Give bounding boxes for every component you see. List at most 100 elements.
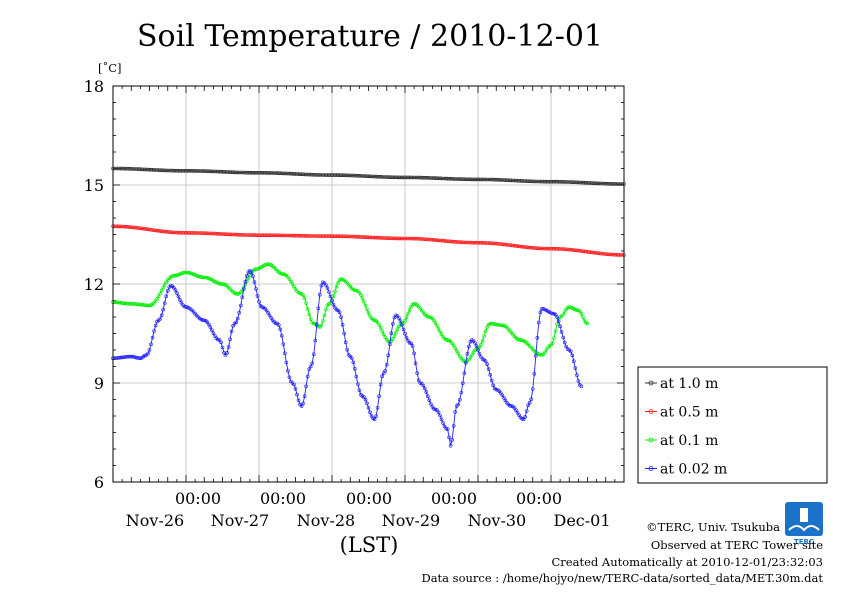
x-date-label: Nov-27: [211, 511, 269, 530]
data-point: [330, 298, 334, 303]
data-point: [162, 301, 167, 305]
data-point: [211, 331, 216, 336]
data-point: [477, 345, 482, 350]
legend-swatch-marker: [648, 409, 654, 414]
data-point: [450, 438, 454, 442]
data-point: [380, 329, 385, 333]
legend-item: at 0.02 m: [645, 462, 727, 478]
data-point: [451, 424, 456, 428]
logo-text: TERC: [794, 538, 814, 546]
data-point: [283, 351, 287, 356]
x-date-label: Nov-26: [126, 511, 184, 530]
data-point: [216, 281, 220, 285]
data-point: [178, 297, 182, 302]
data-point: [438, 413, 442, 418]
data-point: [356, 382, 360, 386]
data-point: [365, 401, 369, 406]
data-point: [319, 323, 324, 328]
data-point: [523, 415, 527, 419]
data-point: [357, 388, 362, 393]
data-point: [416, 378, 421, 383]
data-point: [302, 394, 307, 399]
y-tick-label: 18: [84, 77, 104, 96]
data-point: [316, 306, 321, 311]
data-point: [304, 301, 308, 305]
legend-label: at 0.02 m: [660, 462, 727, 478]
data-point: [467, 344, 471, 349]
data-point: [245, 273, 249, 278]
data-point: [339, 315, 343, 320]
x-date-label: Dec-01: [553, 511, 610, 530]
data-point: [439, 417, 444, 422]
data-point: [369, 414, 374, 418]
data-point: [390, 321, 395, 326]
series-4: [111, 268, 584, 448]
data-point: [470, 353, 474, 357]
data-point: [255, 294, 260, 298]
data-point: [520, 416, 524, 421]
data-point: [371, 317, 375, 322]
data-point: [556, 319, 561, 324]
data-point: [159, 313, 164, 318]
data-point: [143, 353, 147, 358]
data-point: [573, 366, 578, 370]
data-point: [424, 390, 429, 394]
data-point: [377, 322, 381, 327]
data-point: [530, 387, 535, 391]
series-layer: [111, 166, 626, 448]
data-point: [553, 329, 558, 333]
x-tick-labels: 00:00 00:00 00:00 00:00 00:00 Nov-26 Nov…: [126, 489, 611, 530]
data-point: [176, 294, 181, 299]
data-point: [415, 371, 420, 375]
data-point: [290, 282, 295, 286]
data-point: [527, 400, 532, 405]
data-point: [304, 384, 308, 389]
data-point: [401, 327, 406, 332]
data-point: [159, 288, 164, 293]
legend-swatch-marker: [648, 466, 654, 471]
data-point: [550, 311, 555, 316]
x-time-label: 00:00: [260, 489, 306, 508]
data-point: [568, 349, 573, 354]
data-point: [333, 289, 337, 294]
data-point: [352, 366, 357, 371]
data-point: [273, 321, 278, 326]
data-point: [564, 344, 569, 349]
data-point: [310, 361, 315, 366]
data-point: [286, 368, 290, 373]
data-point: [172, 285, 176, 290]
data-point: [207, 322, 211, 327]
data-point: [459, 390, 464, 395]
data-point: [292, 382, 296, 387]
data-point: [278, 327, 283, 332]
data-point: [403, 331, 407, 336]
footer: ©TERC, Univ. Tsukuba Observed at TERC To…: [421, 520, 823, 585]
legend-item: at 0.1 m: [645, 433, 718, 449]
data-point: [372, 417, 377, 422]
data-point: [406, 311, 410, 316]
data-point: [153, 323, 158, 328]
data-point: [254, 287, 258, 291]
data-point: [533, 353, 538, 358]
legend-swatch-marker: [648, 380, 654, 386]
data-point: [553, 312, 558, 317]
data-point: [397, 316, 401, 320]
data-point: [328, 294, 333, 299]
data-point: [438, 329, 442, 334]
data-point: [427, 315, 432, 319]
series-line: [112, 225, 624, 256]
data-point: [529, 397, 534, 402]
data-point: [488, 372, 493, 377]
data-point: [494, 387, 499, 392]
data-point: [239, 303, 243, 308]
data-point: [311, 352, 316, 357]
x-time-label: 00:00: [346, 489, 392, 508]
data-point: [279, 333, 284, 338]
data-point: [575, 373, 579, 377]
data-point: [327, 290, 331, 294]
data-point: [187, 270, 191, 275]
data-point: [404, 335, 409, 340]
data-point: [454, 348, 459, 353]
data-point: [266, 310, 270, 315]
data-point: [412, 351, 416, 356]
